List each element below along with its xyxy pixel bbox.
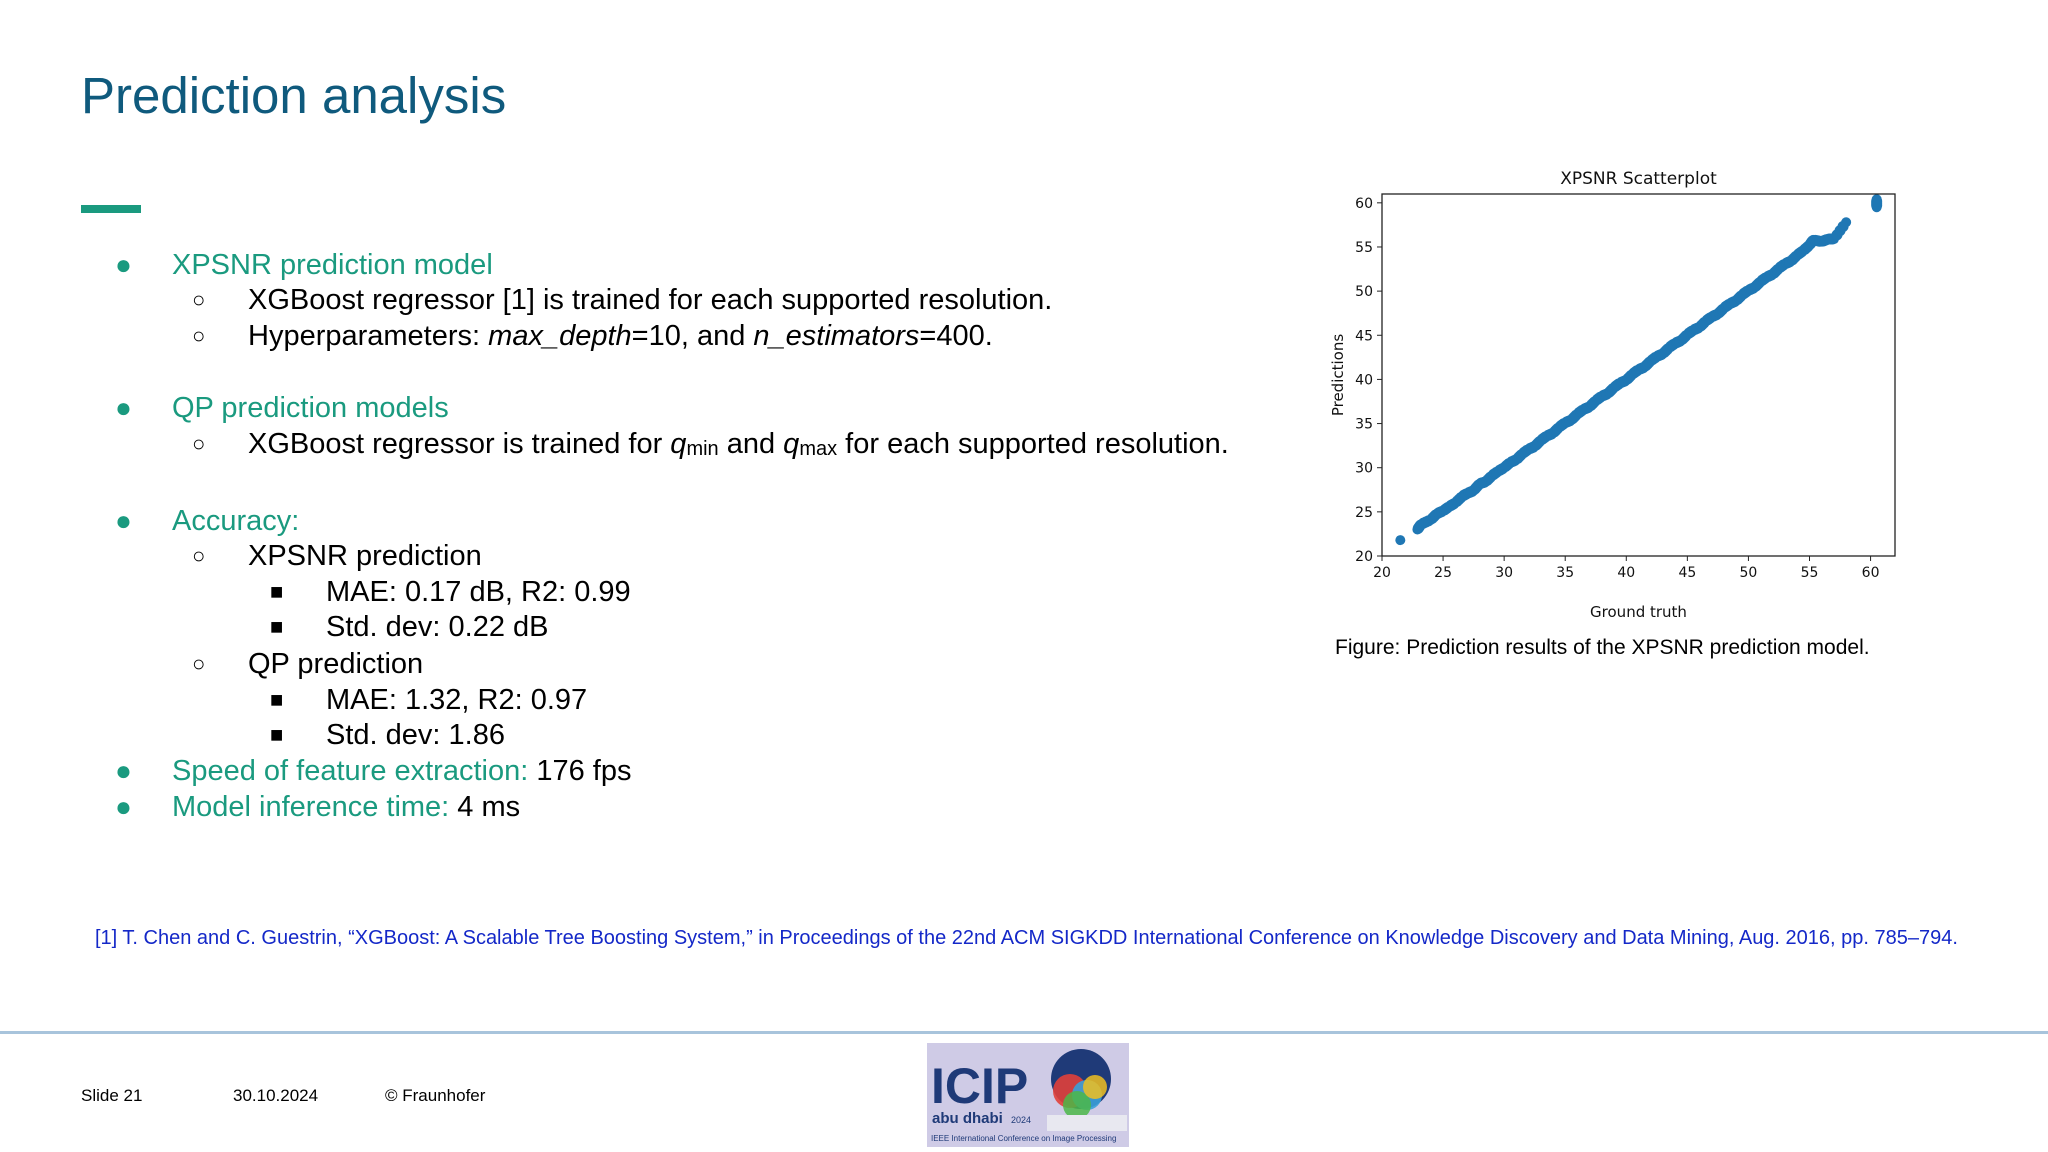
x-tick-label: 55 bbox=[1801, 565, 1819, 581]
y-tick-label: 20 bbox=[1355, 549, 1373, 565]
bullet-heading-accuracy: Accuracy: bbox=[172, 505, 300, 537]
sub-sub-bullet-square: ■ bbox=[270, 687, 284, 712]
bullet-dot: ● bbox=[115, 505, 132, 536]
bullet-text-qp: XGBoost regressor is trained for qmin an… bbox=[248, 428, 1229, 460]
x-tick-label: 20 bbox=[1373, 565, 1391, 581]
icip-logo: ICIP abu dhabi 2024 IEEE International C… bbox=[927, 1043, 1129, 1147]
sub-bullet-circle: ○ bbox=[192, 431, 206, 456]
sub-sub-bullet-square: ■ bbox=[270, 722, 284, 747]
bullet-text: XPSNR prediction bbox=[248, 540, 482, 572]
slide-number: Slide 21 bbox=[81, 1086, 143, 1105]
x-tick-label: 35 bbox=[1556, 565, 1574, 581]
plot-frame bbox=[1381, 193, 1896, 557]
sub-bullet-circle: ○ bbox=[192, 543, 206, 568]
x-tick-label: 25 bbox=[1434, 565, 1452, 581]
x-tick-label: 40 bbox=[1617, 565, 1635, 581]
bullet-dot: ● bbox=[115, 755, 132, 786]
scatter-point bbox=[1837, 220, 1849, 232]
y-axis-label: Predictions bbox=[1329, 334, 1347, 417]
y-tick-label: 30 bbox=[1355, 461, 1373, 477]
logo-text: ICIP bbox=[931, 1058, 1028, 1114]
y-tick-label: 60 bbox=[1355, 196, 1373, 212]
copyright: © Fraunhofer bbox=[385, 1086, 486, 1105]
y-tick-label: 50 bbox=[1355, 284, 1373, 300]
page-title: Prediction analysis bbox=[81, 67, 507, 124]
footer-divider bbox=[0, 1031, 2048, 1034]
slide-date: 30.10.2024 bbox=[233, 1086, 319, 1105]
figure-caption: Figure: Prediction results of the XPSNR … bbox=[1335, 636, 1870, 659]
logo-city: abu dhabi bbox=[932, 1110, 1003, 1127]
bullet-dot: ● bbox=[115, 392, 132, 423]
y-tick-label: 55 bbox=[1355, 240, 1373, 256]
sub-bullet-circle: ○ bbox=[192, 651, 206, 676]
bullet-dot: ● bbox=[115, 791, 132, 822]
y-tick-label: 40 bbox=[1355, 372, 1373, 388]
logo-tagline: IEEE International Conference on Image P… bbox=[931, 1134, 1116, 1143]
x-tick-label: 30 bbox=[1495, 565, 1513, 581]
bullet-text: MAE: 1.32, R2: 0.97 bbox=[326, 684, 588, 716]
x-axis-label: Ground truth bbox=[1590, 603, 1687, 621]
sub-sub-bullet-square: ■ bbox=[270, 614, 284, 639]
sub-bullet-circle: ○ bbox=[192, 323, 206, 348]
sub-sub-bullet-square: ■ bbox=[270, 579, 284, 604]
reference-citation: [1] T. Chen and C. Guestrin, “XGBoost: A… bbox=[95, 927, 1958, 949]
bullet-heading-xpsnr: XPSNR prediction model bbox=[172, 249, 493, 281]
accent-bar bbox=[81, 205, 141, 213]
xpsnr-scatterplot: 20 25 30 35 40 45 50 55 60 20 25 30 35 40 45 50 55 60 XPS… bbox=[1329, 169, 1896, 621]
y-tick-label: 45 bbox=[1355, 328, 1373, 344]
scatter-point bbox=[1395, 535, 1406, 546]
bullet-heading-qp: QP prediction models bbox=[172, 392, 449, 424]
bullet-dot: ● bbox=[115, 249, 132, 280]
bullet-text: MAE: 0.17 dB, R2: 0.99 bbox=[326, 576, 631, 608]
bullet-text: Std. dev: 1.86 bbox=[326, 719, 505, 751]
y-tick-label: 35 bbox=[1355, 417, 1373, 433]
logo-year: 2024 bbox=[1011, 1115, 1031, 1125]
x-tick-label: 50 bbox=[1740, 565, 1758, 581]
bullet-list: ● XPSNR prediction model ○ XGBoost regre… bbox=[0, 0, 1300, 850]
bullet-text: Std. dev: 0.22 dB bbox=[326, 611, 549, 643]
sub-bullet-circle: ○ bbox=[192, 287, 206, 312]
chart-title: XPSNR Scatterplot bbox=[1560, 169, 1717, 189]
bullet-inference: Model inference time: 4 ms bbox=[172, 791, 521, 823]
bullet-speed: Speed of feature extraction: 176 fps bbox=[172, 755, 632, 787]
scatter-point bbox=[1871, 195, 1883, 207]
bullet-text: QP prediction bbox=[248, 648, 424, 680]
y-tick-label: 25 bbox=[1355, 505, 1373, 521]
bullet-text-hyperparameters: Hyperparameters: max_depth=10, and n_est… bbox=[248, 320, 993, 352]
x-tick-label: 60 bbox=[1862, 565, 1880, 581]
bullet-text: XGBoost regressor [1] is trained for eac… bbox=[248, 284, 1053, 316]
x-tick-label: 45 bbox=[1678, 565, 1696, 581]
